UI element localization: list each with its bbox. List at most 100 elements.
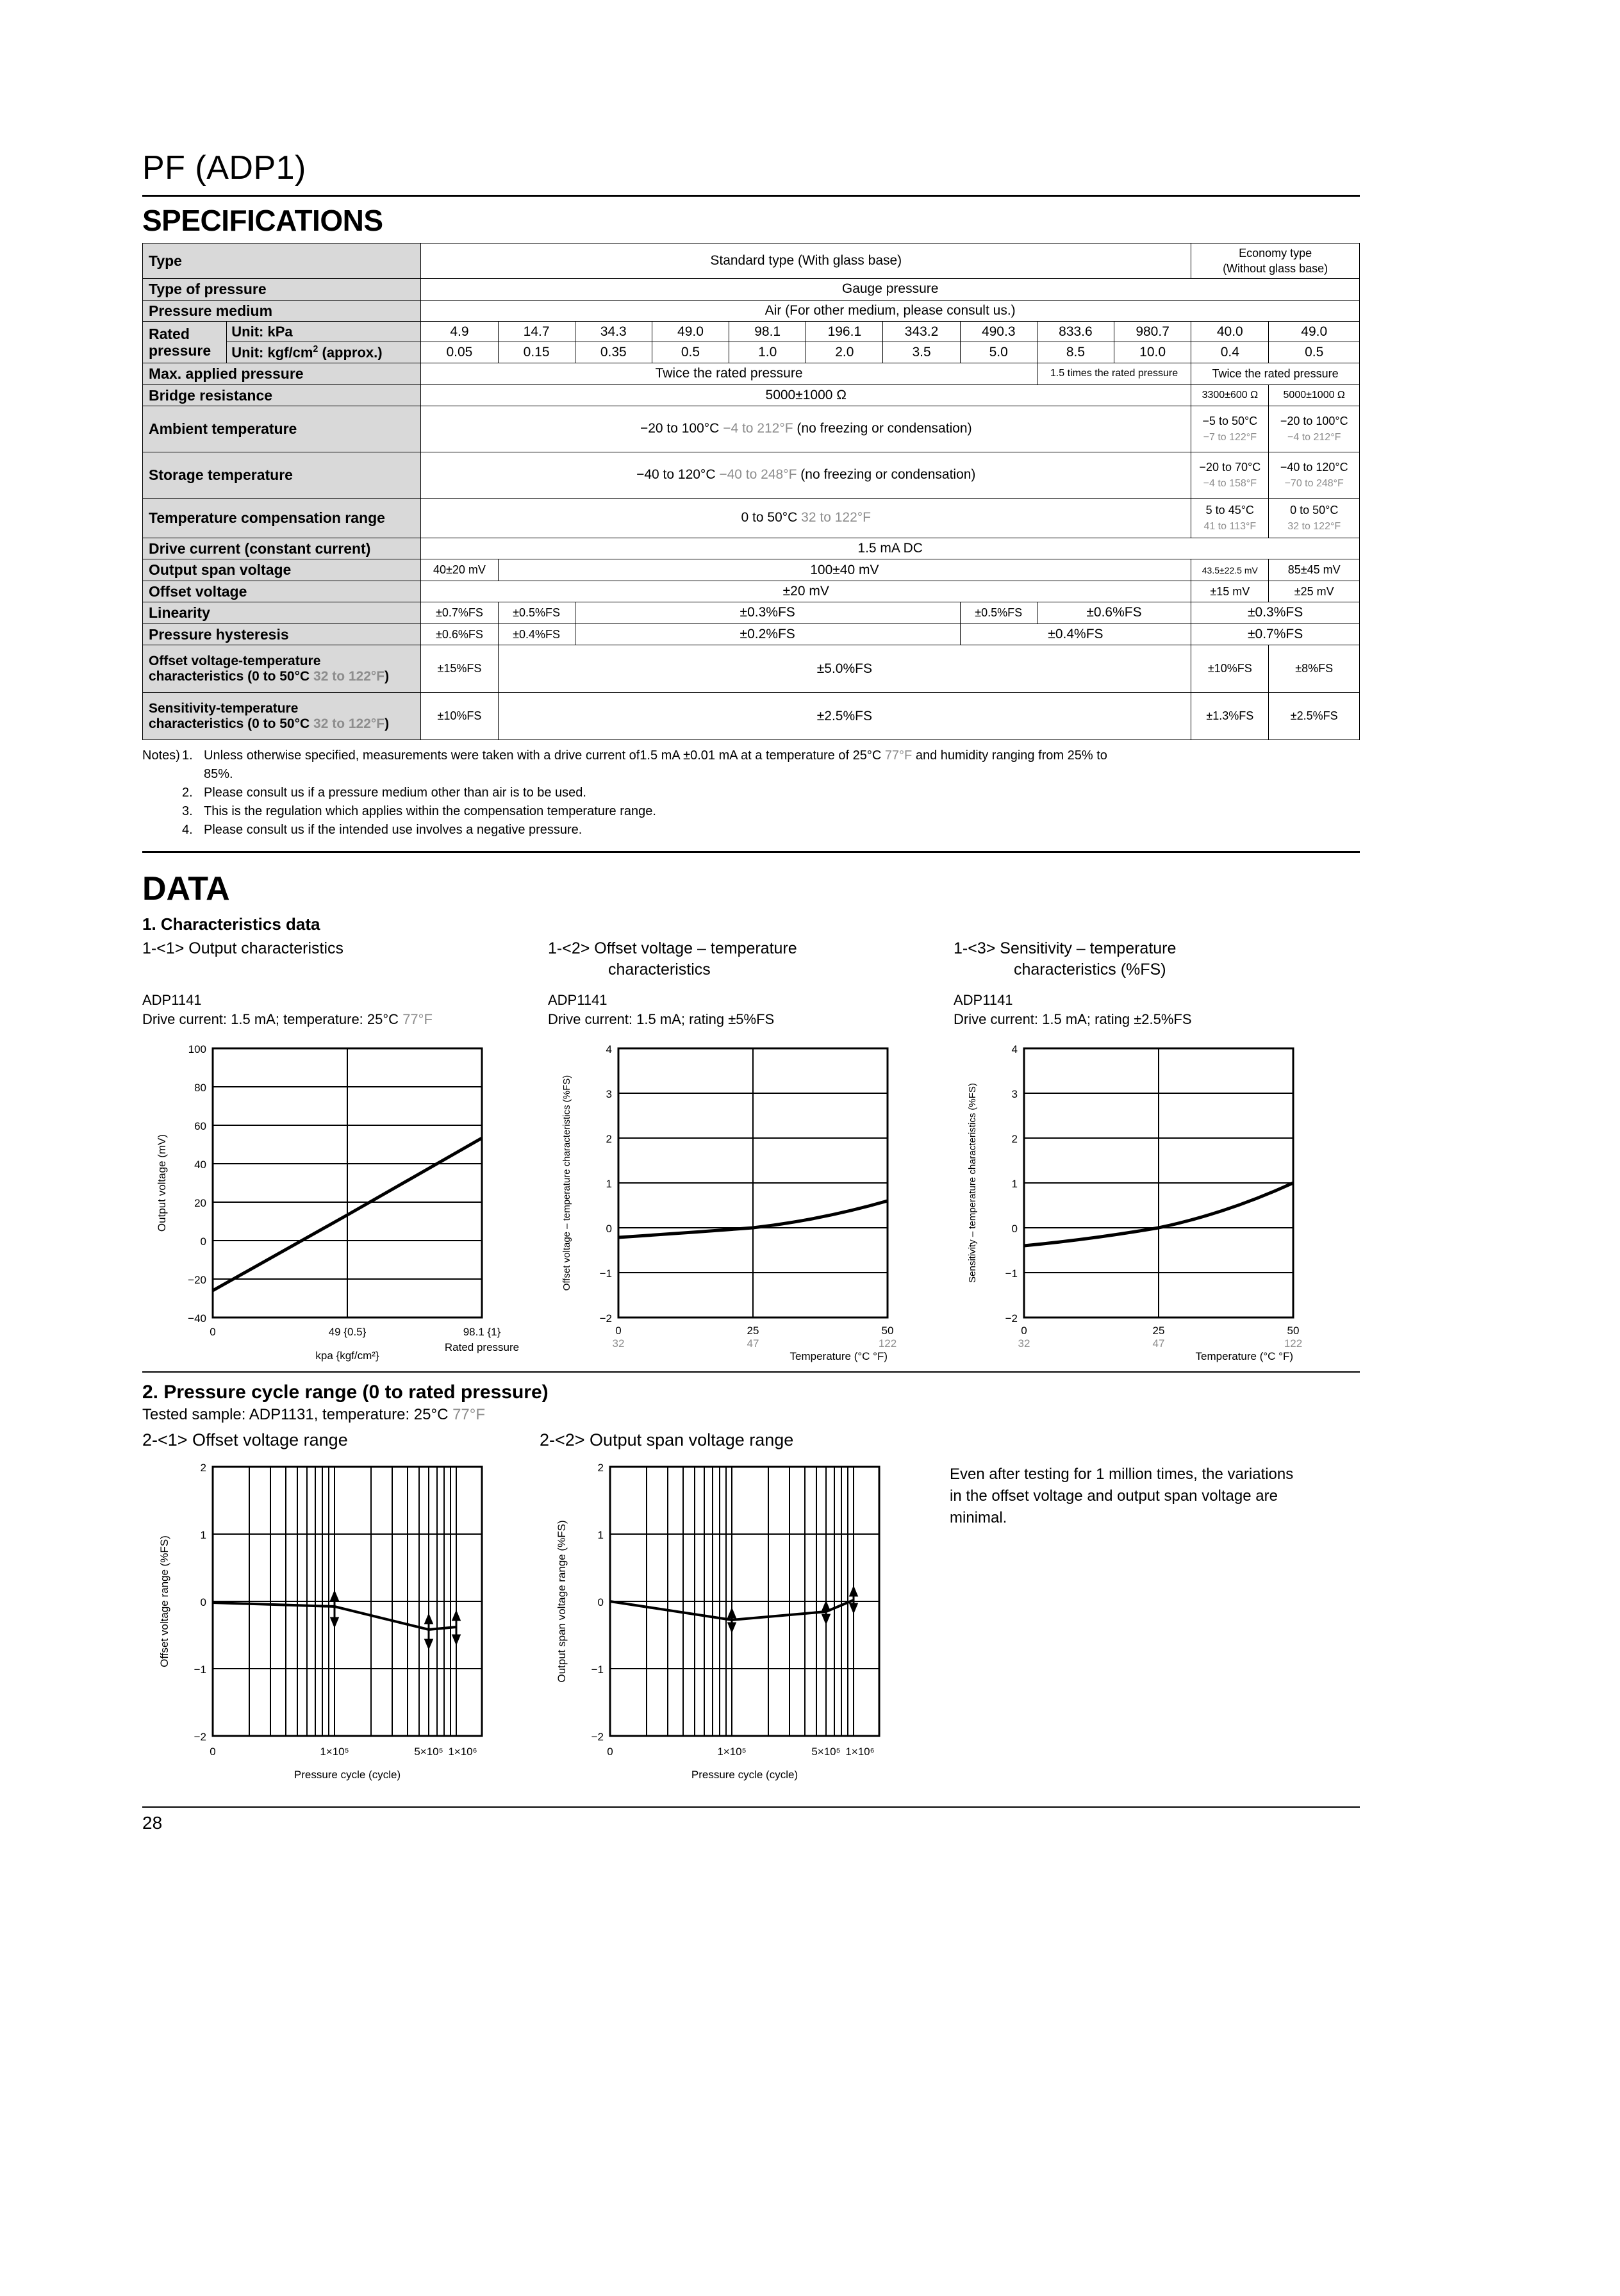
svg-text:25: 25	[1153, 1325, 1165, 1337]
ovt-label-line1: Offset voltage-temperature	[149, 653, 321, 668]
cell-st-4: ±2.5%FS	[1268, 692, 1360, 741]
svg-text:−2: −2	[591, 1731, 604, 1743]
ovt-label-line2a: characteristics (0 to 50°C	[149, 668, 314, 684]
ovt-label-line2b: )	[384, 668, 390, 684]
chart-offset-voltage-temperature: 1-<2> Offset voltage – temperature chara…	[548, 938, 954, 1362]
chart2-condition: Drive current: 1.5 mA; rating ±5%FS	[548, 1011, 775, 1027]
table-row-type: Type Standard type (With glass base) Eco…	[142, 242, 1360, 279]
ovt-label-line2f: 32 to 122°F	[313, 668, 385, 684]
row-label-offset-voltage: Offset voltage	[142, 580, 422, 603]
row-label-max-applied-pressure: Max. applied pressure	[142, 363, 422, 385]
svg-text:50: 50	[1287, 1325, 1300, 1337]
svg-text:32: 32	[613, 1337, 625, 1350]
svg-text:−20: −20	[188, 1274, 206, 1286]
cell-ambient-standard: −20 to 100°C −4 to 212°F (no freezing or…	[420, 405, 1192, 452]
cell-linearity-2: ±0.5%FS	[497, 602, 575, 624]
svg-text:−1: −1	[194, 1664, 206, 1676]
ambient-std-suffix: (no freezing or condensation)	[797, 421, 972, 436]
kpa-6: 343.2	[882, 321, 961, 343]
cell-bridge-standard: 5000±1000 Ω	[420, 384, 1192, 406]
economy-line2: (Without glass base)	[1223, 262, 1328, 276]
kgf-9: 10.0	[1114, 342, 1192, 364]
kgf-8: 8.5	[1036, 342, 1115, 364]
svg-text:2: 2	[1012, 1133, 1018, 1145]
row-label-sensitivity-temperature: Sensitivity-temperature characteristics …	[142, 692, 422, 741]
row-label-bridge-resistance: Bridge resistance	[142, 384, 422, 406]
chart3-plot: 4 3 2 1 0 −1 −2 0 25 50 32 47 122 Temper…	[954, 1036, 1359, 1362]
svg-text:−40: −40	[188, 1312, 206, 1325]
table-row-storage-temperature: Storage temperature −40 to 120°C −40 to …	[142, 451, 1360, 499]
page-number: 28	[142, 1812, 163, 1833]
row-label-output-span-voltage: Output span voltage	[142, 559, 422, 581]
kgf-1: 0.15	[497, 342, 575, 364]
svg-text:1: 1	[598, 1529, 604, 1541]
cell-bridge-economy-b: 5000±1000 Ω	[1268, 384, 1360, 406]
cell-ovt-4: ±8%FS	[1268, 645, 1360, 693]
cell-hyst-2: ±0.4%FS	[497, 623, 575, 646]
chart4-title: 2-<1> Offset voltage range	[142, 1430, 348, 1449]
cell-ambient-economy-a: −5 to 50°C −7 to 122°F	[1191, 405, 1269, 452]
tcr-eco-a-f: 41 to 113°F	[1203, 521, 1257, 533]
svg-text:Temperature (°C °F): Temperature (°C °F)	[790, 1350, 888, 1362]
svg-text:0: 0	[1012, 1223, 1018, 1235]
row-label-type: Type	[142, 242, 422, 279]
svg-text:1×10⁵: 1×10⁵	[320, 1746, 349, 1758]
st-label-line2a: characteristics (0 to 50°C	[149, 716, 314, 731]
chart3-meta: ADP1141 Drive current: 1.5 mA; rating ±2…	[954, 991, 1359, 1028]
kpa-11: 49.0	[1268, 321, 1360, 343]
svg-text:1×10⁶: 1×10⁶	[845, 1746, 874, 1758]
page-title: PF (ADP1)	[142, 149, 306, 186]
cell-hyst-5: ±0.7%FS	[1191, 623, 1360, 646]
storage-eco-b-f: −70 to 248°F	[1284, 478, 1344, 490]
cell-span-economy-a: 43.5±22.5 mV	[1191, 559, 1269, 581]
cell-linearity-6: ±0.3%FS	[1191, 602, 1360, 624]
kgf-6: 3.5	[882, 342, 961, 364]
storage-eco-a-f: −4 to 158°F	[1203, 478, 1257, 490]
ambient-std-f: −4 to 212°F	[723, 421, 793, 436]
row-label-offset-voltage-temperature: Offset voltage-temperature characteristi…	[142, 645, 422, 693]
chart1-cond-a: Drive current: 1.5 mA; temperature: 25°C	[142, 1011, 403, 1027]
storage-std-f: −40 to 248°F	[719, 467, 797, 483]
notes-block: Notes) 1. Unless otherwise specified, me…	[142, 747, 1360, 839]
section2-meta-a: Tested sample: ADP1131, temperature: 25°…	[142, 1405, 453, 1423]
svg-text:122: 122	[1284, 1337, 1302, 1350]
svg-text:0: 0	[210, 1746, 215, 1758]
svg-text:2: 2	[598, 1462, 604, 1474]
chart2-title-line2: characteristics	[608, 960, 711, 979]
kpa-2: 34.3	[574, 321, 652, 343]
note-1-text: Unless otherwise specified, measurements…	[204, 747, 1360, 765]
st-label-line2f: 32 to 122°F	[313, 716, 385, 731]
ambient-eco-b-c: −20 to 100°C	[1280, 415, 1348, 428]
svg-text:47: 47	[747, 1337, 759, 1350]
svg-text:122: 122	[879, 1337, 897, 1350]
svg-text:Rated pressure: Rated pressure	[445, 1341, 519, 1353]
kgf-10: 0.4	[1191, 342, 1269, 364]
svg-text:−1: −1	[1005, 1268, 1018, 1280]
svg-text:25: 25	[747, 1325, 759, 1337]
notes-tag: Notes)	[142, 748, 180, 763]
chart2-svg: 4 3 2 1 0 −1 −2 0 25 50 32 47 122 Temper…	[561, 1043, 897, 1362]
chart-output-span-voltage-range: 2-<2> Output span voltage range	[540, 1430, 937, 1794]
cell-offset-standard: ±20 mV	[420, 580, 1192, 603]
svg-text:60: 60	[194, 1120, 206, 1132]
note-2-text: Please consult us if a pressure medium o…	[204, 786, 586, 800]
svg-text:2: 2	[201, 1462, 206, 1474]
ambient-eco-a-c: −5 to 50°C	[1202, 415, 1258, 428]
kgf-7: 5.0	[959, 342, 1037, 364]
table-row-max-applied-pressure: Max. applied pressure Twice the rated pr…	[142, 363, 1360, 385]
cell-ovt-2: ±5.0%FS	[497, 645, 1192, 693]
kpa-1: 14.7	[497, 321, 575, 343]
table-row-output-span-voltage: Output span voltage 40±20 mV 100±40 mV 4…	[142, 559, 1360, 581]
chart1-model: ADP1141	[142, 992, 202, 1009]
chart5-svg: 2 1 0 −1 −2 0 1×10⁵ 5×10⁵ 1×10⁶ Pressure…	[556, 1462, 880, 1781]
kpa-8: 833.6	[1036, 321, 1115, 343]
svg-text:5×10⁵: 5×10⁵	[414, 1746, 443, 1758]
svg-text:kpa {kgf/cm²}: kpa {kgf/cm²}	[315, 1350, 379, 1362]
row-label-linearity: Linearity	[142, 602, 422, 624]
table-row-drive-current: Drive current (constant current) 1.5 mA …	[142, 537, 1360, 560]
cell-ovt-1: ±15%FS	[420, 645, 499, 693]
cell-type-of-pressure: Gauge pressure	[420, 278, 1360, 301]
chart2-plot: 4 3 2 1 0 −1 −2 0 25 50 32 47 122 Temper…	[548, 1036, 954, 1362]
rated-unit-kpa-label: Unit: kPa	[226, 321, 422, 343]
ambient-eco-b-f: −4 to 212°F	[1287, 432, 1341, 443]
